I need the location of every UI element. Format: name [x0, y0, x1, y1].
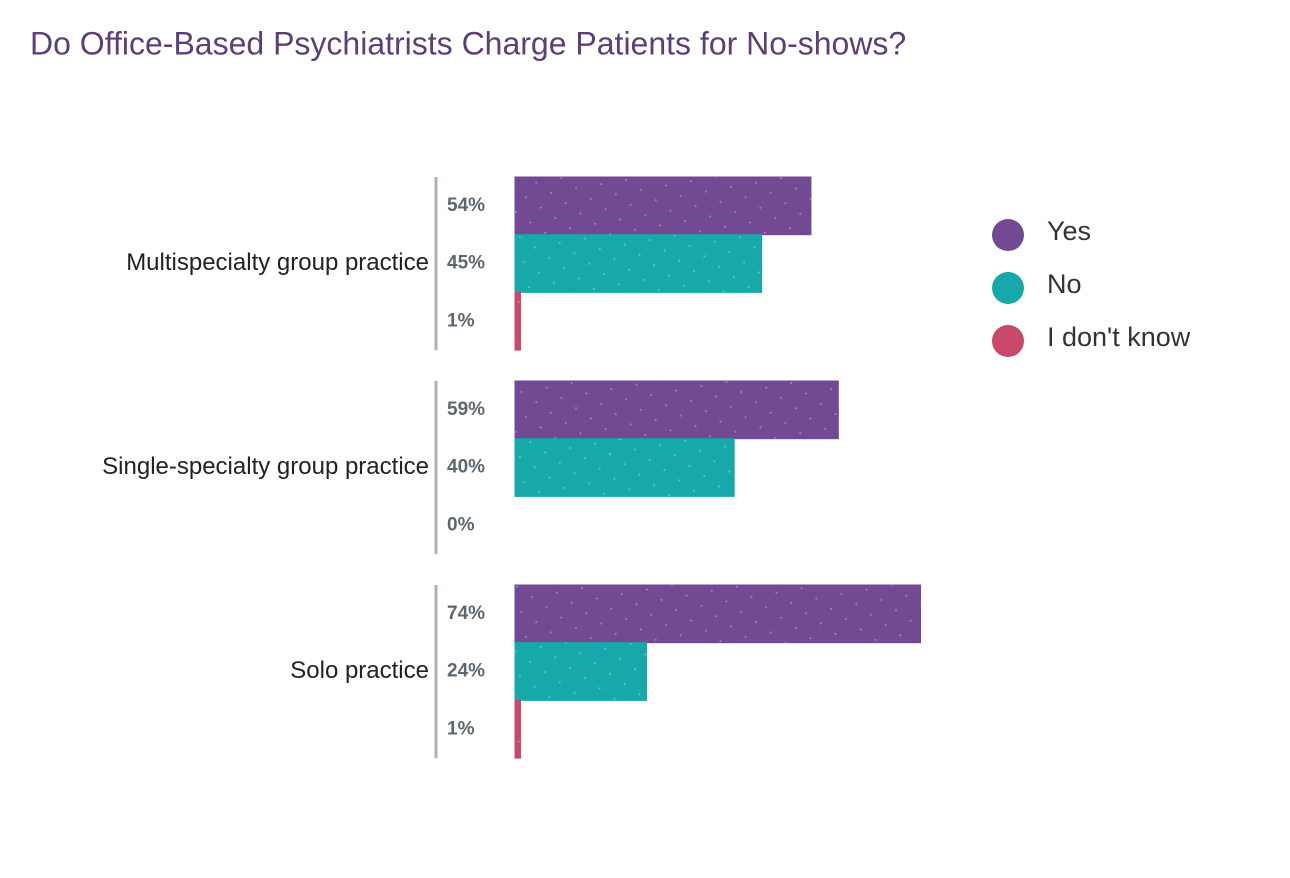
value-label: 74% — [447, 603, 485, 624]
category-label: Multispecialty group practice — [126, 249, 429, 276]
bar-texture — [515, 438, 735, 497]
legend-label: Yes — [1047, 216, 1091, 246]
bar-texture — [515, 177, 811, 235]
value-label: 1% — [447, 310, 475, 331]
legend-label: I don't know — [1047, 322, 1191, 352]
legend-marker — [992, 219, 1024, 251]
value-label: 1% — [447, 718, 475, 739]
value-label: 59% — [447, 399, 485, 420]
bar-texture — [515, 381, 839, 439]
category-label: Solo practice — [290, 657, 429, 684]
value-label: 24% — [447, 661, 485, 682]
bar-texture — [515, 700, 521, 759]
chart-title: Do Office-Based Psychiatrists Charge Pat… — [30, 25, 906, 61]
value-label: 40% — [447, 457, 485, 478]
legend-marker — [992, 325, 1024, 357]
bar-texture — [515, 642, 647, 701]
value-label: 54% — [447, 195, 485, 216]
value-label: 0% — [447, 514, 475, 535]
legend-marker — [992, 272, 1024, 304]
value-label: 45% — [447, 253, 485, 274]
legend-label: No — [1047, 269, 1082, 299]
bar-texture — [515, 292, 521, 351]
bar-texture — [515, 585, 921, 643]
bar-texture — [515, 234, 762, 293]
category-label: Single-specialty group practice — [102, 453, 429, 480]
